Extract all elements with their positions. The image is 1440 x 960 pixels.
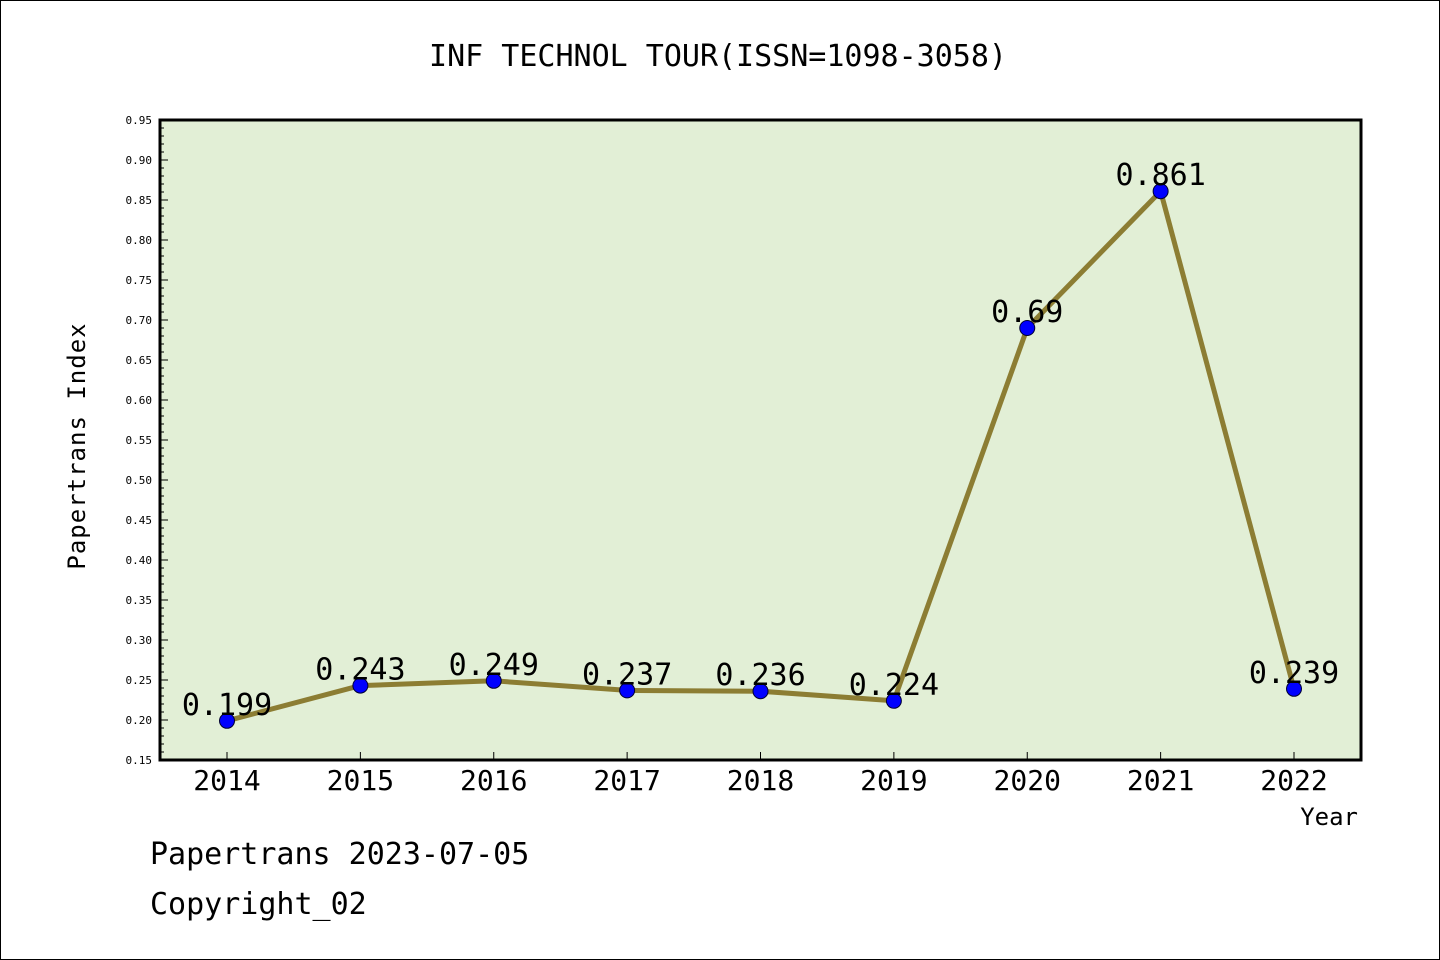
y-tick-label: 0.45 [126, 514, 153, 527]
footer-date: Papertrans 2023-07-05 [150, 837, 529, 872]
data-point [1152, 183, 1169, 200]
data-label: 0.861 [1115, 158, 1205, 193]
y-tick-label: 0.40 [126, 554, 153, 567]
x-axis: 2014 2015 2016 2017 2018 2019 2020 2021 2022 [193, 752, 1328, 797]
x-axis-label: Year [1300, 803, 1358, 831]
x-tick-label: 2014 [193, 764, 260, 797]
data-point [619, 682, 636, 699]
footer-copyright: Copyright_02 [150, 887, 367, 922]
y-tick-label: 0.90 [126, 154, 153, 167]
plot-area [158, 118, 1363, 762]
data-label: 0.243 [315, 653, 405, 688]
y-tick-label: 0.35 [126, 594, 153, 607]
x-tick-label: 2022 [1260, 764, 1327, 797]
y-tick-label: 0.20 [126, 714, 153, 727]
y-axis-label: Papertrans Index [63, 322, 91, 569]
data-label: 0.224 [849, 668, 939, 703]
y-tick-label: 0.80 [126, 234, 153, 247]
x-tick-label: 2015 [327, 764, 394, 797]
data-label: 0.237 [582, 657, 672, 692]
y-tick-label: 0.30 [126, 634, 153, 647]
data-label: 0.199 [182, 688, 272, 723]
data-label: 0.249 [449, 648, 539, 683]
x-tick-label: 2016 [460, 764, 527, 797]
x-tick-label: 2018 [727, 764, 794, 797]
data-labels: 0.199 0.243 0.249 0.237 0.236 0.224 0.69 0.861 0… [182, 158, 1339, 723]
x-tick-label: 2017 [593, 764, 660, 797]
data-point [752, 683, 769, 700]
data-label: 0.236 [715, 658, 805, 693]
y-tick-label: 0.50 [126, 474, 153, 487]
x-tick-label: 2020 [994, 764, 1061, 797]
y-tick-label: 0.55 [126, 434, 153, 447]
y-tick-label: 0.25 [126, 674, 153, 687]
x-tick-label: 2021 [1127, 764, 1194, 797]
y-tick-label: 0.85 [126, 194, 153, 207]
y-tick-label: 0.15 [126, 754, 153, 767]
data-point [485, 672, 502, 689]
x-tick-label: 2019 [860, 764, 927, 797]
data-label: 0.239 [1249, 656, 1339, 691]
data-point [885, 692, 902, 709]
y-tick-label: 0.60 [126, 394, 153, 407]
chart-title: INF TECHNOL TOUR(ISSN=1098-3058) [429, 39, 1007, 74]
data-label: 0.69 [991, 295, 1063, 330]
data-point [1019, 320, 1036, 336]
y-tick-label: 0.65 [126, 354, 153, 367]
data-point [352, 677, 369, 694]
y-tick-label: 0.70 [126, 314, 153, 327]
data-point [219, 712, 235, 729]
y-tick-label: 0.95 [126, 114, 153, 127]
y-axis: 0.15 0.20 0.25 0.30 0.35 0.40 0.45 0.50 0.55 0.60… [126, 114, 168, 767]
series-markers [219, 183, 1302, 729]
data-point [1286, 680, 1302, 697]
y-tick-label: 0.75 [126, 274, 153, 287]
